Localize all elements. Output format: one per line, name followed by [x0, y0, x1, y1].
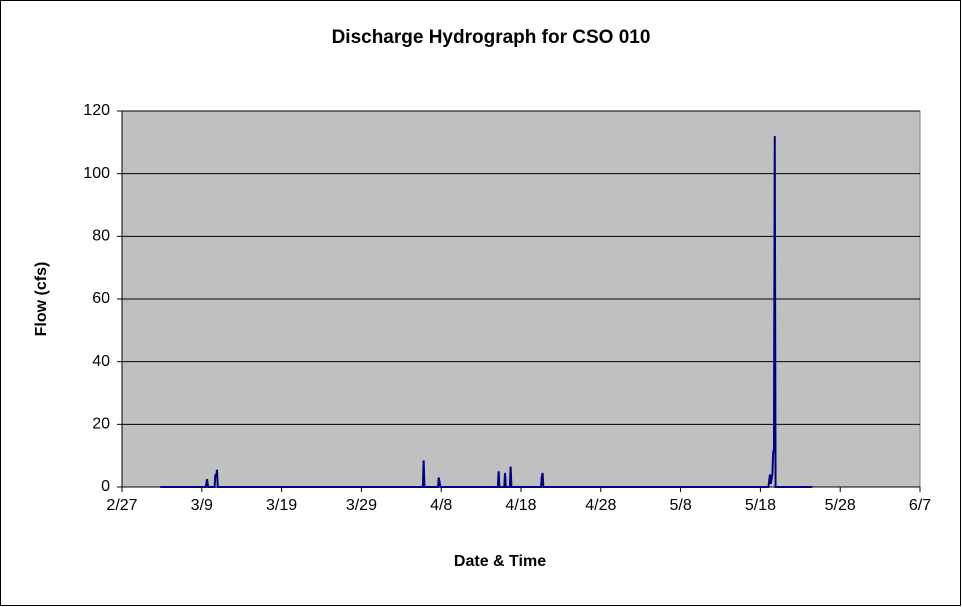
chart-title: Discharge Hydrograph for CSO 010 [332, 27, 651, 48]
y-tick-label: 60 [92, 290, 110, 307]
y-tick-label: 100 [83, 165, 110, 182]
x-tick-label: 3/9 [191, 497, 213, 514]
x-tick-label: 4/8 [430, 497, 452, 514]
x-tick-label: 2/27 [106, 497, 137, 514]
y-tick-label: 20 [92, 416, 110, 433]
y-tick-label: 0 [101, 478, 110, 495]
y-tick-label: 120 [83, 102, 110, 119]
x-tick-label: 6/7 [909, 497, 931, 514]
x-tick-label: 3/19 [266, 497, 297, 514]
data-line [160, 136, 813, 488]
y-axis-title: Flow (cfs) [33, 262, 50, 337]
x-tick-label: 5/18 [745, 497, 776, 514]
x-axis-title: Date & Time [454, 553, 546, 570]
x-tick-label: 5/28 [825, 497, 856, 514]
x-tick-label: 4/18 [505, 497, 536, 514]
y-tick-label: 80 [92, 228, 110, 245]
y-tick-label: 40 [92, 353, 110, 370]
x-tick-label: 4/28 [585, 497, 616, 514]
x-tick-label: 3/29 [346, 497, 377, 514]
x-tick-label: 5/8 [669, 497, 691, 514]
